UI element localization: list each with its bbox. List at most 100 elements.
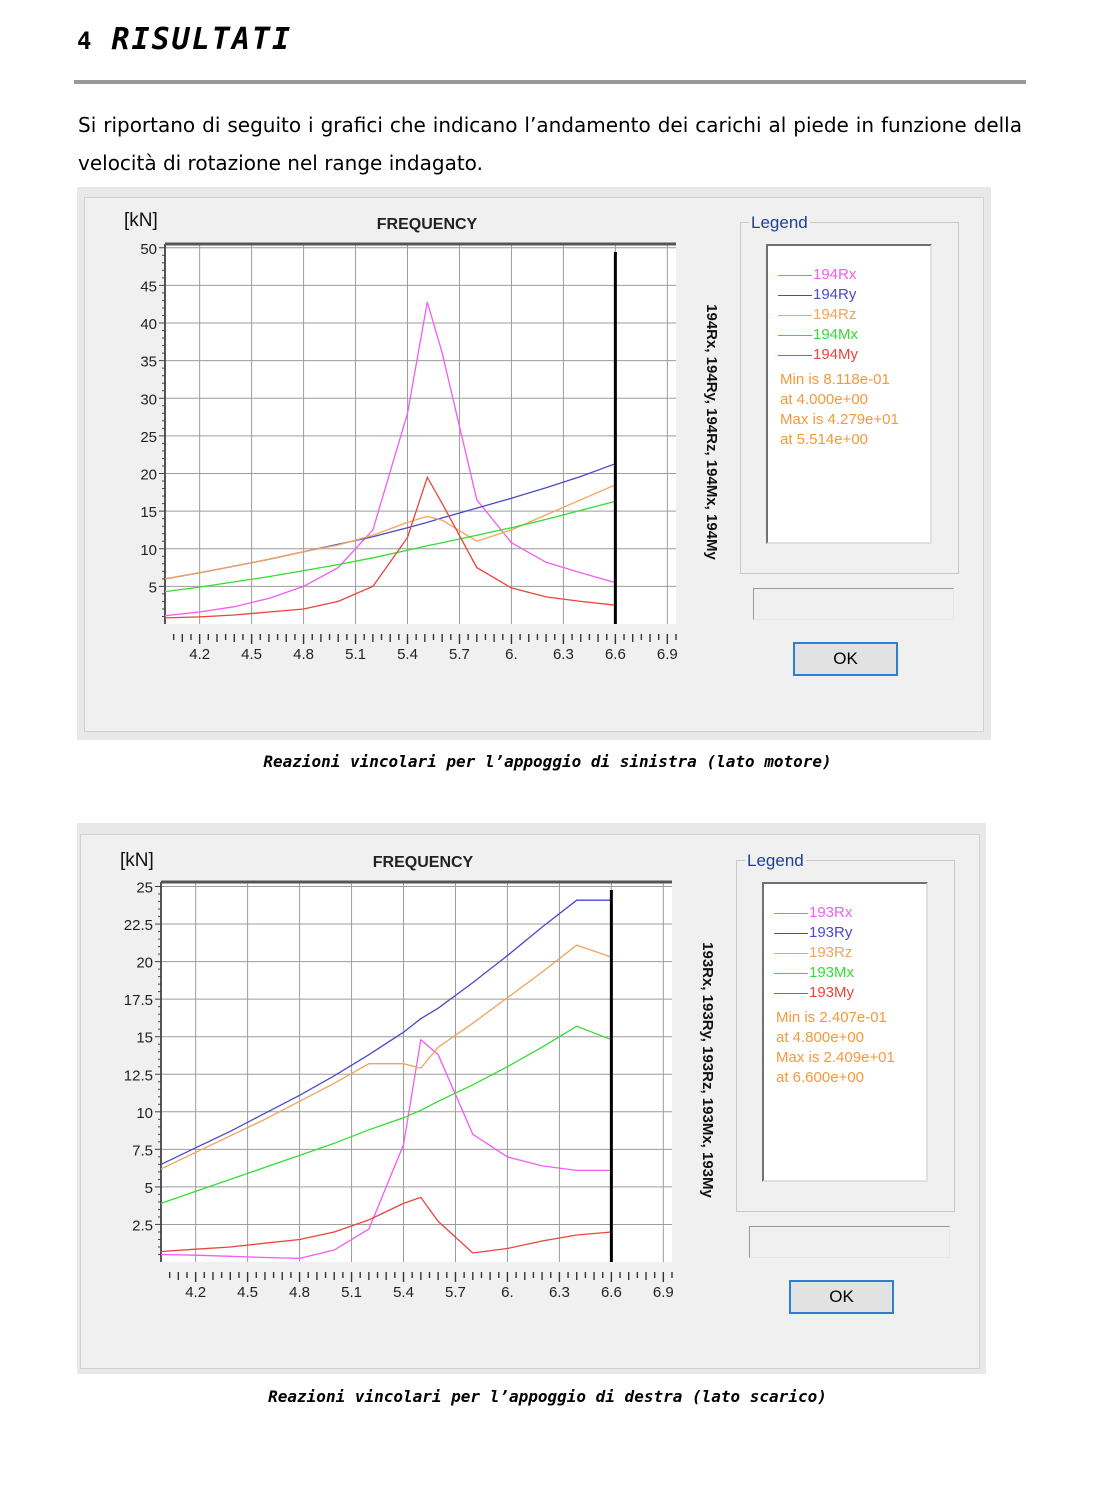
x-tick-label: 4.5	[241, 646, 262, 663]
legend-label: 194Rx	[813, 266, 857, 283]
legend-item-193rx: 193Rx	[774, 904, 852, 922]
legend-label: 193Rz	[809, 944, 853, 961]
legend-swatch	[778, 314, 812, 316]
x-tick-label: 4.2	[185, 1284, 206, 1301]
legend-swatch	[774, 952, 808, 954]
x-tick-label: 6.6	[605, 646, 626, 663]
readout-field[interactable]	[749, 1226, 950, 1258]
y-tick-label: 40	[140, 316, 157, 333]
x-tick-label: 6.	[501, 1284, 514, 1301]
series-line-194mx	[164, 500, 616, 593]
y-tick-label: 30	[140, 391, 157, 408]
x-tick-label: 6.9	[657, 646, 678, 663]
y-tick-label: 2.5	[132, 1217, 153, 1234]
heading-rule	[74, 80, 1026, 84]
legend-frame	[740, 222, 959, 574]
y-axis-series-label: 193Rx, 193Ry, 193Rz, 193Mx, 193My	[699, 942, 716, 1198]
legend-label: 194Mx	[813, 326, 859, 343]
section-number: 4	[77, 27, 94, 55]
x-tick-label: 4.2	[189, 646, 210, 663]
legend-box: 194Rx 194Ry 194Rz 194Mx 194My Min is 8.118e-0…	[766, 244, 932, 544]
chart-title: FREQUENCY	[377, 216, 478, 233]
legend-item-194mx: 194Mx	[778, 326, 858, 344]
x-tick-label: 6.3	[549, 1284, 570, 1301]
legend-swatch	[778, 334, 812, 336]
chart-window-right: 2.5 5 7.5 10 12.5 15 17.5 20 22.5 25 4.2 4.5 4.8 5.1 5…	[77, 823, 986, 1374]
series-line-193rz	[160, 944, 612, 1170]
legend-item-194my: 194My	[778, 346, 858, 364]
legend-box: 193Rx 193Ry 193Rz 193Mx 193My Min is 2.407e-0…	[762, 882, 928, 1182]
legend-swatch	[778, 294, 812, 296]
x-tick-label: 4.8	[289, 1284, 310, 1301]
legend-item-193mx: 193Mx	[774, 964, 854, 982]
y-tick-label: 35	[140, 354, 157, 371]
legend-frame	[736, 860, 955, 1212]
y-tick-label: 10	[140, 542, 157, 559]
legend-swatch	[778, 274, 812, 276]
legend-min-max-text: at 5.514e+00	[780, 431, 869, 448]
chart-window-left: 5 10 15 20 25 30 35 40 45 50 4.2 4.5 4.8 5.1 5.4 5.7 6. 6…	[77, 187, 991, 740]
y-unit-label: [kN]	[124, 210, 158, 231]
y-tick-label: 15	[140, 504, 157, 521]
legend-label: 193My	[809, 984, 855, 1001]
y-tick-label: 5	[149, 579, 157, 596]
y-tick-label: 45	[140, 278, 157, 295]
series-line-194rx	[164, 301, 616, 617]
y-tick-label: 17.5	[124, 992, 153, 1009]
y-tick-label: 10	[136, 1105, 153, 1122]
series-line-193my	[160, 1196, 612, 1254]
x-tick-label: 6.	[505, 646, 518, 663]
legend-title: Legend	[745, 851, 806, 871]
series-line-193ry	[160, 899, 612, 1165]
chart-title: FREQUENCY	[373, 854, 474, 871]
y-tick-label: 12.5	[124, 1067, 153, 1084]
section-heading: 4 RISULTATI	[77, 22, 292, 57]
y-tick-label: 20	[140, 467, 157, 484]
series-line-193rx	[160, 1038, 612, 1260]
y-tick-label: 22.5	[124, 917, 153, 934]
legend-item-194rx: 194Rx	[778, 266, 856, 284]
series-line-194my	[164, 475, 616, 619]
legend-swatch	[774, 912, 808, 914]
ok-button[interactable]: OK	[793, 642, 898, 676]
x-tick-label: 5.4	[393, 1284, 414, 1301]
x-tick-label: 5.1	[341, 1284, 362, 1301]
x-tick-label: 5.1	[345, 646, 366, 663]
x-tick-label: 5.4	[397, 646, 418, 663]
legend-label: 194My	[813, 346, 859, 363]
y-tick-label: 5	[145, 1180, 153, 1197]
y-tick-label: 7.5	[132, 1142, 153, 1159]
plot-area	[165, 244, 676, 624]
legend-item-193my: 193My	[774, 984, 854, 1002]
legend-swatch	[774, 992, 808, 994]
y-tick-label: 25	[140, 429, 157, 446]
ok-button[interactable]: OK	[789, 1280, 894, 1314]
legend-min-max-text: at 4.800e+00	[776, 1029, 865, 1046]
figure-caption-left: Reazioni vincolari per l’appoggio di sin…	[263, 752, 832, 771]
legend-label: 193Ry	[809, 924, 853, 941]
x-tick-label: 4.8	[293, 646, 314, 663]
figure-caption-right: Reazioni vincolari per l’appoggio di des…	[268, 1387, 827, 1406]
legend-min-max-text: at 6.600e+00	[776, 1069, 865, 1086]
readout-field[interactable]	[753, 588, 954, 620]
y-tick-label: 25	[136, 880, 153, 897]
legend-item-193rz: 193Rz	[774, 944, 852, 962]
y-tick-label: 20	[136, 955, 153, 972]
x-tick-label: 5.7	[449, 646, 470, 663]
legend-swatch	[774, 932, 808, 934]
legend-label: 194Rz	[813, 306, 857, 323]
series-line-193mx	[160, 1025, 612, 1205]
intro-paragraph: Si riportano di seguito i grafici che in…	[78, 113, 1022, 175]
legend-label: 193Mx	[809, 964, 855, 981]
x-tick-label: 6.6	[601, 1284, 622, 1301]
legend-swatch	[778, 354, 812, 356]
plot-area	[161, 882, 672, 1262]
legend-min-max-text: Max is 4.279e+01	[780, 411, 899, 428]
legend-min-max-text: Max is 2.409e+01	[776, 1049, 895, 1066]
x-tick-label: 5.7	[445, 1284, 466, 1301]
chart-plot-right: 2.5 5 7.5 10 12.5 15 17.5 20 22.5 25 4.2 4.5 4.8 5.1 5…	[120, 850, 716, 1301]
y-tick-label: 50	[140, 241, 157, 258]
legend-label: 194Ry	[813, 286, 857, 303]
legend-swatch	[774, 972, 808, 974]
